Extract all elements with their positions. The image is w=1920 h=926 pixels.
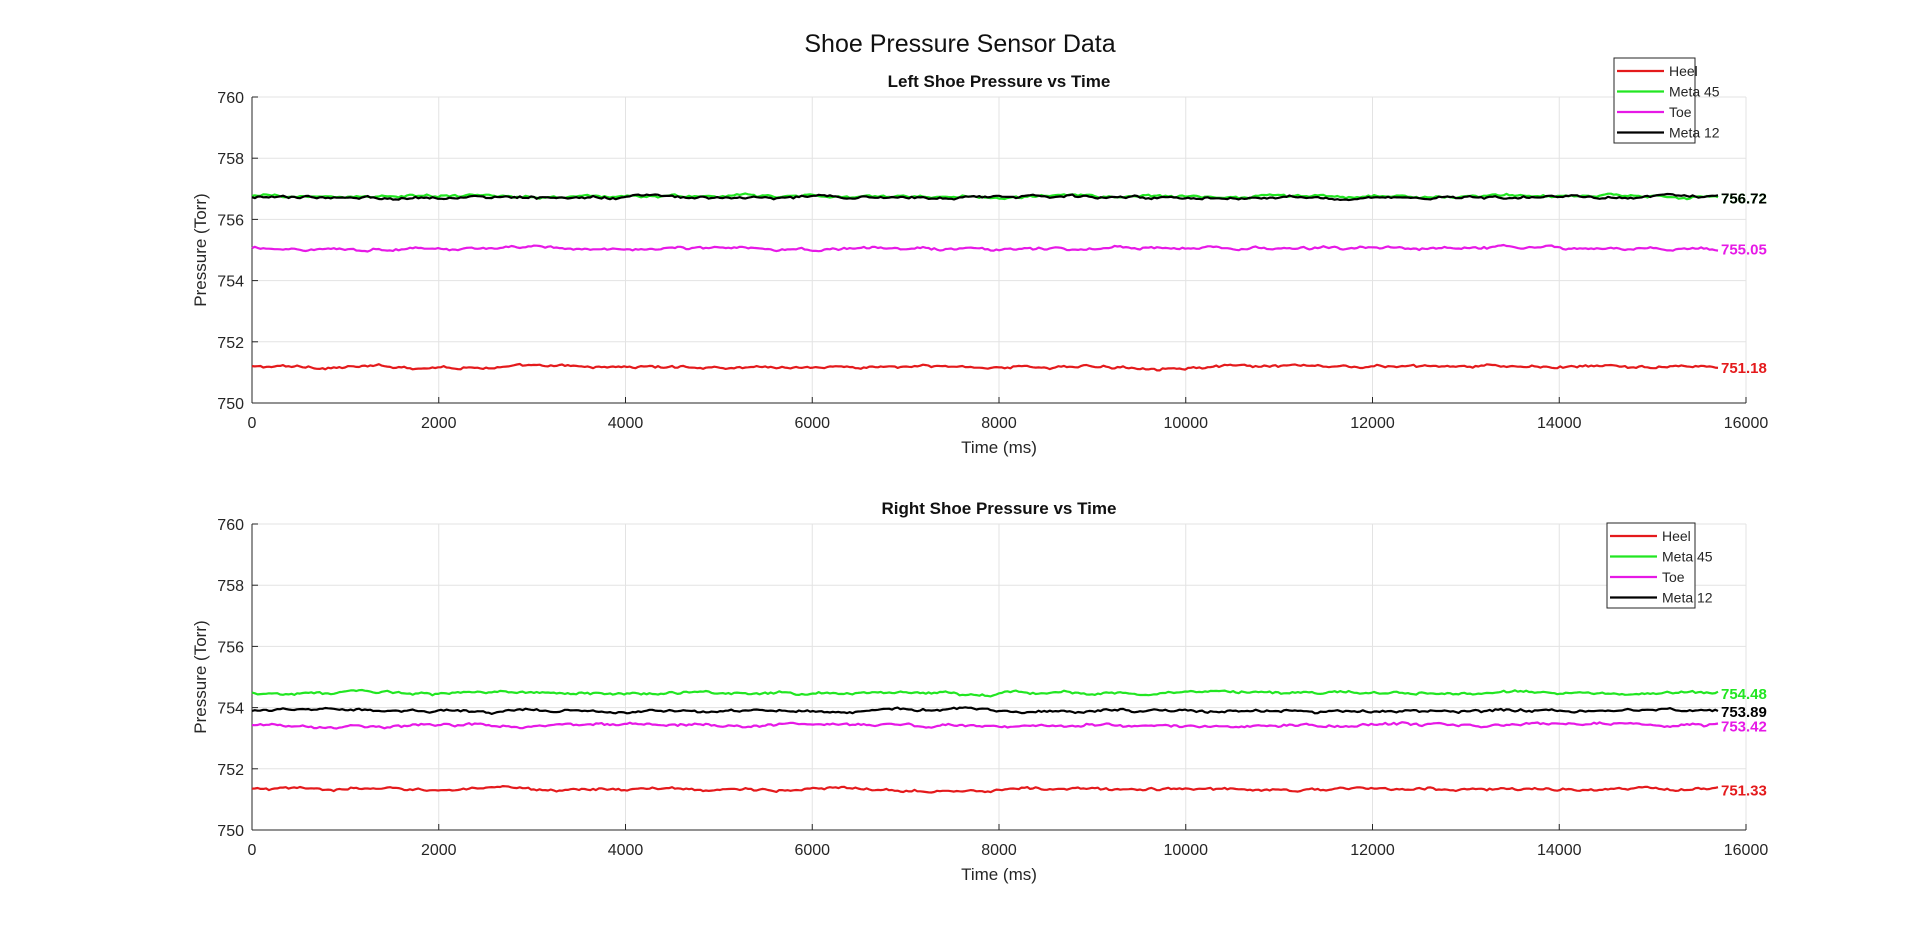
- x-tick-label: 0: [248, 415, 257, 432]
- x-tick-label: 0: [248, 842, 257, 859]
- legend-box: [1613, 57, 1696, 144]
- legend-item-label: Meta 12: [1662, 590, 1713, 606]
- y-tick-label: 750: [217, 396, 244, 413]
- y-tick-label: 754: [217, 701, 244, 718]
- legend-item-label: Heel: [1669, 63, 1698, 79]
- x-tick-label: 8000: [981, 415, 1017, 432]
- series-line-meta-12: [251, 192, 1719, 202]
- legend-item-label: Toe: [1669, 104, 1692, 120]
- x-tick-label: 14000: [1537, 842, 1582, 859]
- legend: Heel Meta 45 Toe Meta 12: [1606, 522, 1713, 609]
- legend-item-label: Heel: [1662, 528, 1691, 544]
- end-value-label: 755.05: [1721, 241, 1767, 258]
- legend-box: [1606, 522, 1696, 609]
- x-tick-label: 4000: [608, 415, 644, 432]
- legend: Heel Meta 45 Toe Meta 12: [1613, 57, 1720, 144]
- x-tick-label: 6000: [794, 415, 830, 432]
- x-tick-label: 4000: [608, 842, 644, 859]
- y-tick-label: 756: [217, 639, 244, 656]
- x-tick-label: 2000: [421, 842, 457, 859]
- x-tick-label: 2000: [421, 415, 457, 432]
- x-tick-label: 8000: [981, 842, 1017, 859]
- y-tick-label: 760: [217, 90, 244, 107]
- legend-item-label: Meta 12: [1669, 125, 1720, 141]
- x-tick-label: 16000: [1724, 842, 1769, 859]
- end-value-label: 751.18: [1721, 360, 1767, 377]
- x-tick-label: 12000: [1350, 842, 1395, 859]
- y-tick-label: 760: [217, 517, 244, 534]
- series-line-toe: [251, 243, 1719, 253]
- x-tick-label: 10000: [1164, 842, 1209, 859]
- legend-item-label: Meta 45: [1662, 549, 1713, 565]
- y-tick-label: 758: [217, 578, 244, 595]
- end-value-label: 756.72: [1721, 190, 1767, 207]
- end-value-label: 751.33: [1721, 782, 1767, 799]
- y-tick-label: 750: [217, 823, 244, 840]
- x-tick-label: 12000: [1350, 415, 1395, 432]
- y-axis-label: Pressure (Torr): [191, 193, 210, 306]
- y-tick-label: 752: [217, 762, 244, 779]
- end-value-label: 753.42: [1721, 718, 1767, 735]
- legend-item-label: Meta 45: [1669, 84, 1720, 100]
- legend-item-label: Toe: [1662, 569, 1685, 585]
- y-axis-label: Pressure (Torr): [191, 620, 210, 733]
- figure-title: Shoe Pressure Sensor Data: [804, 30, 1116, 58]
- y-tick-label: 756: [217, 212, 244, 229]
- y-tick-label: 752: [217, 335, 244, 352]
- y-tick-label: 758: [217, 151, 244, 168]
- x-axis-label: Time (ms): [961, 865, 1037, 884]
- y-tick-label: 754: [217, 274, 244, 291]
- subplot-title: Right Shoe Pressure vs Time: [882, 499, 1117, 518]
- x-tick-label: 10000: [1164, 415, 1209, 432]
- series-line-meta-45: [251, 688, 1719, 698]
- end-value-label: 756.72: [1721, 190, 1767, 207]
- series-line-heel: [251, 784, 1719, 794]
- end-value-label: 753.89: [1721, 704, 1767, 721]
- subplot-title: Left Shoe Pressure vs Time: [888, 72, 1111, 91]
- x-axis-label: Time (ms): [961, 438, 1037, 457]
- subplot-left: 0 2000 4000 6000 8000 10000 12000 14000 16000 750…: [191, 57, 1769, 457]
- x-tick-label: 16000: [1724, 415, 1769, 432]
- series-line-toe: [251, 721, 1719, 730]
- end-value-label: 754.48: [1721, 686, 1767, 703]
- x-tick-label: 6000: [794, 842, 830, 859]
- series-line-meta-12: [251, 706, 1719, 716]
- series-line-heel: [251, 362, 1719, 372]
- x-tick-label: 14000: [1537, 415, 1582, 432]
- subplot-right: 0 2000 4000 6000 8000 10000 12000 14000 16000 750…: [191, 499, 1768, 884]
